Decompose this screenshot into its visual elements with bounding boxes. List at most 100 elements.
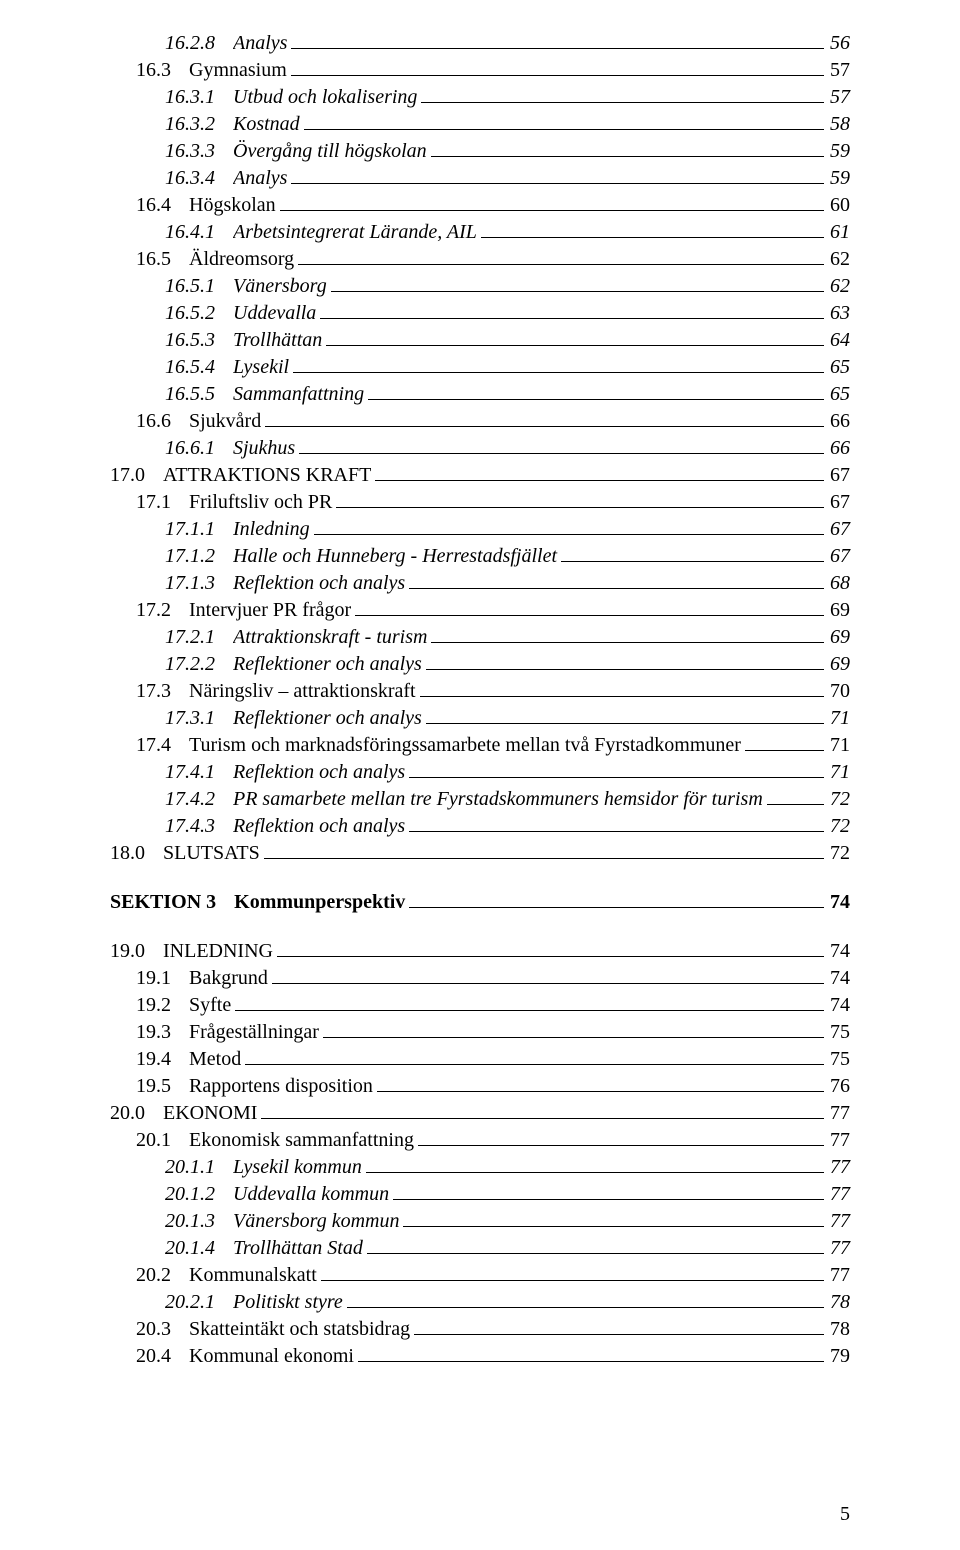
toc-entry-label: PR samarbete mellan tre Fyrstadskommuner… — [233, 786, 763, 813]
toc-entry-page: 72 — [826, 786, 850, 813]
toc-entry: 19.4Metod75 — [110, 1046, 850, 1073]
toc-leader-line — [355, 615, 824, 616]
toc-entry-label: EKONOMI — [163, 1100, 257, 1127]
toc-entry-body: Lysekil kommun — [233, 1154, 826, 1181]
toc-entry-body: Turism och marknadsföringssamarbete mell… — [189, 732, 826, 759]
toc-entry-body: Sammanfattning — [233, 381, 826, 408]
toc-entry-body: ATTRAKTIONS KRAFT — [163, 462, 826, 489]
toc-entry-page: 71 — [826, 705, 850, 732]
toc-entry-body: Trollhättan — [233, 327, 826, 354]
toc-entry-body: Sjukhus — [233, 435, 826, 462]
toc-entry-number: 16.3.1 — [165, 84, 233, 111]
toc-entry-number: 16.5.2 — [165, 300, 233, 327]
toc-entry: 20.3Skatteintäkt och statsbidrag78 — [110, 1316, 850, 1343]
toc-gap — [110, 916, 850, 938]
toc-entry-body: Gymnasium — [189, 57, 826, 84]
toc-entry-number: 17.4.1 — [165, 759, 233, 786]
toc-entry-body: Analys — [233, 165, 826, 192]
toc-entry-label: Lysekil — [233, 354, 289, 381]
toc-leader-line — [409, 588, 824, 589]
toc-entry-number: 17.2.1 — [165, 624, 233, 651]
toc-entry-label: Analys — [233, 30, 287, 57]
toc-entry-body: Frågeställningar — [189, 1019, 826, 1046]
toc-entry: 16.4Högskolan60 — [110, 192, 850, 219]
toc-entry-number: 19.1 — [136, 965, 189, 992]
toc-leader-line — [358, 1361, 824, 1362]
toc-entry-label: Uddevalla kommun — [233, 1181, 389, 1208]
toc-entry-label: Vänersborg kommun — [233, 1208, 399, 1235]
toc-entry-number: 17.1.2 — [165, 543, 233, 570]
toc-entry-page: 59 — [826, 138, 850, 165]
toc-entry-label: Turism och marknadsföringssamarbete mell… — [189, 732, 741, 759]
toc-entry-body: Lysekil — [233, 354, 826, 381]
toc-entry-body: Inledning — [233, 516, 826, 543]
toc-entry-page: 75 — [826, 1019, 850, 1046]
toc-leader-line — [280, 210, 824, 211]
toc-entry-body: Reflektioner och analys — [233, 651, 826, 678]
toc-leader-line — [426, 723, 824, 724]
toc-entry-page: 78 — [826, 1289, 850, 1316]
toc-entry: 17.4.2PR samarbete mellan tre Fyrstadsko… — [110, 786, 850, 813]
toc-entry-page: 65 — [826, 354, 850, 381]
toc-entry-body: Utbud och lokalisering — [233, 84, 826, 111]
toc-entry-body: Trollhättan Stad — [233, 1235, 826, 1262]
toc-entry-label: Utbud och lokalisering — [233, 84, 417, 111]
toc-entry-label: Kommunperspektiv — [234, 889, 405, 916]
toc-entry-body: Näringsliv – attraktionskraft — [189, 678, 826, 705]
toc-leader-line — [426, 669, 824, 670]
toc-entry-label: Övergång till högskolan — [233, 138, 427, 165]
toc-leader-line — [293, 372, 824, 373]
toc-entry-body: Skatteintäkt och statsbidrag — [189, 1316, 826, 1343]
toc-entry-label: Reflektioner och analys — [233, 651, 422, 678]
toc-entry: 20.2Kommunalskatt77 — [110, 1262, 850, 1289]
toc-entry-number: 16.4 — [136, 192, 189, 219]
toc-entry-body: Reflektioner och analys — [233, 705, 826, 732]
toc-entry-page: 74 — [826, 889, 850, 916]
toc-entry: 17.4.1Reflektion och analys71 — [110, 759, 850, 786]
toc-entry-label: Inledning — [233, 516, 310, 543]
toc-entry: 18.0SLUTSATS72 — [110, 840, 850, 867]
toc-entry-page: 56 — [826, 30, 850, 57]
toc-entry-body: Intervjuer PR frågor — [189, 597, 826, 624]
toc-entry-number: 17.1.1 — [165, 516, 233, 543]
toc-entry-body: Kommunalskatt — [189, 1262, 826, 1289]
toc-entry-label: Kommunal ekonomi — [189, 1343, 354, 1370]
toc-entry-page: 62 — [826, 273, 850, 300]
toc-entry-page: 74 — [826, 965, 850, 992]
toc-entry-number: 20.1.3 — [165, 1208, 233, 1235]
toc-entry: 17.4Turism och marknadsföringssamarbete … — [110, 732, 850, 759]
toc-entry-page: 74 — [826, 938, 850, 965]
toc-entry-label: Näringsliv – attraktionskraft — [189, 678, 416, 705]
toc-entry-label: Sjukvård — [189, 408, 261, 435]
toc-leader-line — [336, 507, 824, 508]
toc-entry-label: Kommunalskatt — [189, 1262, 317, 1289]
toc-entry-label: Skatteintäkt och statsbidrag — [189, 1316, 410, 1343]
toc-entry-number: 19.2 — [136, 992, 189, 1019]
page-number: 5 — [840, 1503, 850, 1526]
toc-entry-number: 19.4 — [136, 1046, 189, 1073]
toc-leader-line — [265, 426, 824, 427]
toc-entry-number: 20.1 — [136, 1127, 189, 1154]
toc-entry-page: 74 — [826, 992, 850, 1019]
toc-entry-label: Syfte — [189, 992, 231, 1019]
toc-entry: 16.5Äldreomsorg62 — [110, 246, 850, 273]
toc-entry-page: 71 — [826, 732, 850, 759]
toc-entry-page: 76 — [826, 1073, 850, 1100]
toc-entry-number: 17.4 — [136, 732, 189, 759]
toc-entry: 17.1.3Reflektion och analys68 — [110, 570, 850, 597]
toc-entry-number: 16.5.4 — [165, 354, 233, 381]
toc-entry-number: 16.5.1 — [165, 273, 233, 300]
toc-entry-label: Sjukhus — [233, 435, 295, 462]
toc-entry-label: INLEDNING — [163, 938, 273, 965]
toc-entry: 16.4.1Arbetsintegrerat Lärande, AIL61 — [110, 219, 850, 246]
toc-entry-label: Reflektioner och analys — [233, 705, 422, 732]
toc-leader-line — [277, 956, 824, 957]
toc-entry: 17.3.1Reflektioner och analys71 — [110, 705, 850, 732]
toc-entry-number: 17.4.2 — [165, 786, 233, 813]
toc-entry-number: 20.4 — [136, 1343, 189, 1370]
toc-entry-page: 69 — [826, 651, 850, 678]
toc-entry-label: SLUTSATS — [163, 840, 260, 867]
toc-entry-number: SEKTION 3 — [110, 889, 234, 916]
toc-entry-page: 77 — [826, 1262, 850, 1289]
toc-entry-page: 67 — [826, 462, 850, 489]
